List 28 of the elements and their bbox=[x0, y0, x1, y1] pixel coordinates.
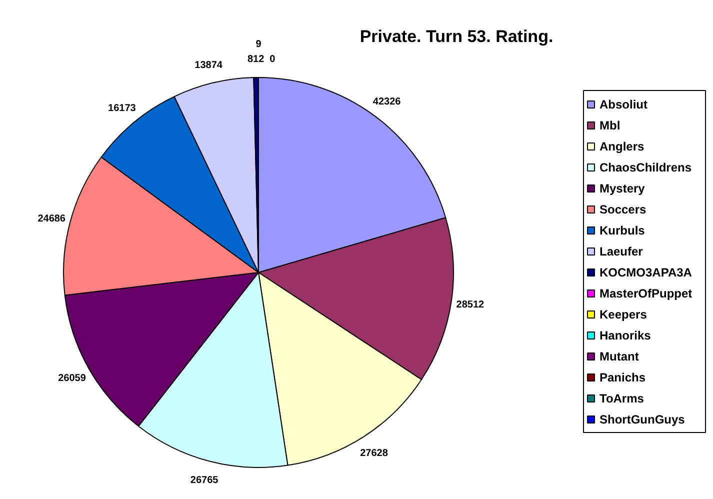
legend-label: Panichs bbox=[600, 370, 646, 384]
legend-label: Hanoriks bbox=[600, 328, 652, 342]
data-label: 28512 bbox=[456, 300, 485, 311]
legend-label: Mutant bbox=[600, 350, 639, 364]
legend-label: Keepers bbox=[600, 308, 648, 322]
legend-label: Kurbuls bbox=[600, 224, 646, 238]
data-label: 16173 bbox=[108, 103, 136, 114]
legend-label: Soccers bbox=[600, 202, 647, 216]
legend-label: KOCMO3APA3A bbox=[600, 266, 692, 280]
data-label: 27628 bbox=[360, 448, 388, 460]
data-label: 9 bbox=[256, 39, 262, 50]
data-label: 24686 bbox=[38, 213, 66, 224]
legend-label: Absoliut bbox=[600, 98, 648, 112]
legend-label: Mystery bbox=[600, 182, 646, 196]
legend-label: Anglers bbox=[600, 140, 645, 154]
data-label: 812 bbox=[247, 54, 265, 66]
data-label: 26059 bbox=[58, 372, 86, 384]
legend-label: Mbl bbox=[600, 118, 620, 132]
legend-label: MasterOfPuppet bbox=[600, 286, 692, 300]
data-label: 13874 bbox=[194, 60, 223, 71]
data-label: 26765 bbox=[190, 475, 219, 486]
legend-label: ChaosChildrens bbox=[600, 160, 692, 174]
legend-label: ToArms bbox=[600, 392, 644, 406]
legend-label: Laeufer bbox=[600, 244, 644, 258]
chart-title: Private. Turn 53. Rating. bbox=[360, 27, 554, 46]
legend-label: ShortGunGuys bbox=[600, 412, 686, 426]
data-label: 42326 bbox=[372, 96, 402, 108]
text: 0 bbox=[270, 54, 276, 65]
